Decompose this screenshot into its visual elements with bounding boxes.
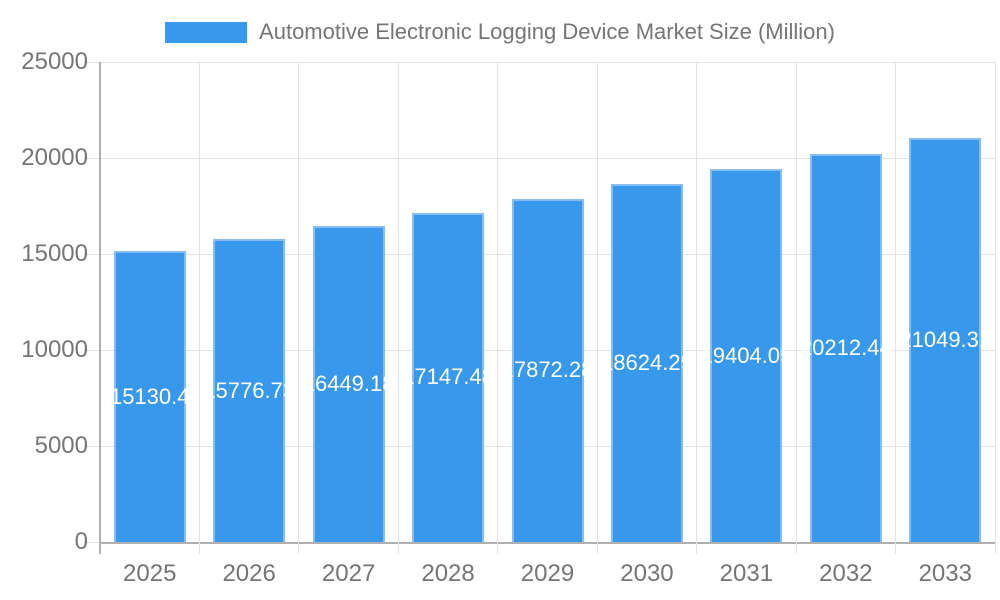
bar[interactable] xyxy=(511,198,584,542)
y-axis-tick xyxy=(84,253,100,255)
gridline-vertical xyxy=(397,62,399,542)
x-axis-tick xyxy=(596,542,598,554)
x-tick-label: 2025 xyxy=(123,560,177,587)
x-axis-tick xyxy=(994,542,996,554)
y-tick-label: 5000 xyxy=(34,432,88,459)
x-tick-label: 2028 xyxy=(421,560,475,587)
gridline-vertical xyxy=(497,62,499,542)
x-axis-tick xyxy=(696,542,698,554)
legend[interactable]: Automotive Electronic Logging Device Mar… xyxy=(165,19,835,45)
y-tick-label: 0 xyxy=(74,528,88,555)
gridline-vertical xyxy=(795,62,797,542)
x-tick-label: 2033 xyxy=(918,560,972,587)
y-axis-tick xyxy=(84,541,100,543)
bar[interactable] xyxy=(610,184,683,542)
gridline-horizontal xyxy=(100,61,995,63)
gridline-vertical xyxy=(895,62,897,542)
bar[interactable] xyxy=(710,169,783,542)
x-axis-tick xyxy=(198,542,200,554)
x-tick-label: 2031 xyxy=(719,560,774,587)
bar[interactable] xyxy=(312,226,385,542)
x-axis-line xyxy=(100,541,995,544)
x-tick-label: 2027 xyxy=(321,560,376,587)
bar[interactable] xyxy=(809,153,882,542)
y-axis-tick xyxy=(84,61,100,63)
x-axis-tick xyxy=(397,542,399,554)
y-axis-line xyxy=(99,62,101,554)
gridline-horizontal xyxy=(100,157,995,159)
x-tick-label: 2032 xyxy=(819,560,873,587)
bar[interactable] xyxy=(113,251,186,542)
x-tick-label: 2029 xyxy=(520,560,575,587)
y-axis-tick xyxy=(84,157,100,159)
y-tick-label: 25000 xyxy=(21,48,88,75)
x-axis-tick xyxy=(795,542,797,554)
legend-label: Automotive Electronic Logging Device Mar… xyxy=(259,19,835,44)
y-axis-tick xyxy=(84,445,100,447)
y-axis-tick xyxy=(84,349,100,351)
legend-swatch-icon xyxy=(165,21,248,43)
y-tick-label: 10000 xyxy=(21,336,88,363)
x-axis-tick xyxy=(298,542,300,554)
bar[interactable] xyxy=(909,137,982,542)
bar[interactable] xyxy=(213,239,286,542)
y-tick-label: 20000 xyxy=(21,144,88,171)
y-tick-label: 15000 xyxy=(21,240,88,267)
gridline-vertical xyxy=(198,62,200,542)
x-tick-label: 2026 xyxy=(222,560,276,587)
gridline-vertical xyxy=(696,62,698,542)
bar[interactable] xyxy=(412,212,485,542)
x-tick-label: 2030 xyxy=(620,560,674,587)
x-axis-tick xyxy=(497,542,499,554)
gridline-vertical xyxy=(298,62,300,542)
gridline-vertical xyxy=(994,62,996,542)
x-axis-tick xyxy=(895,542,897,554)
gridline-vertical xyxy=(596,62,598,542)
